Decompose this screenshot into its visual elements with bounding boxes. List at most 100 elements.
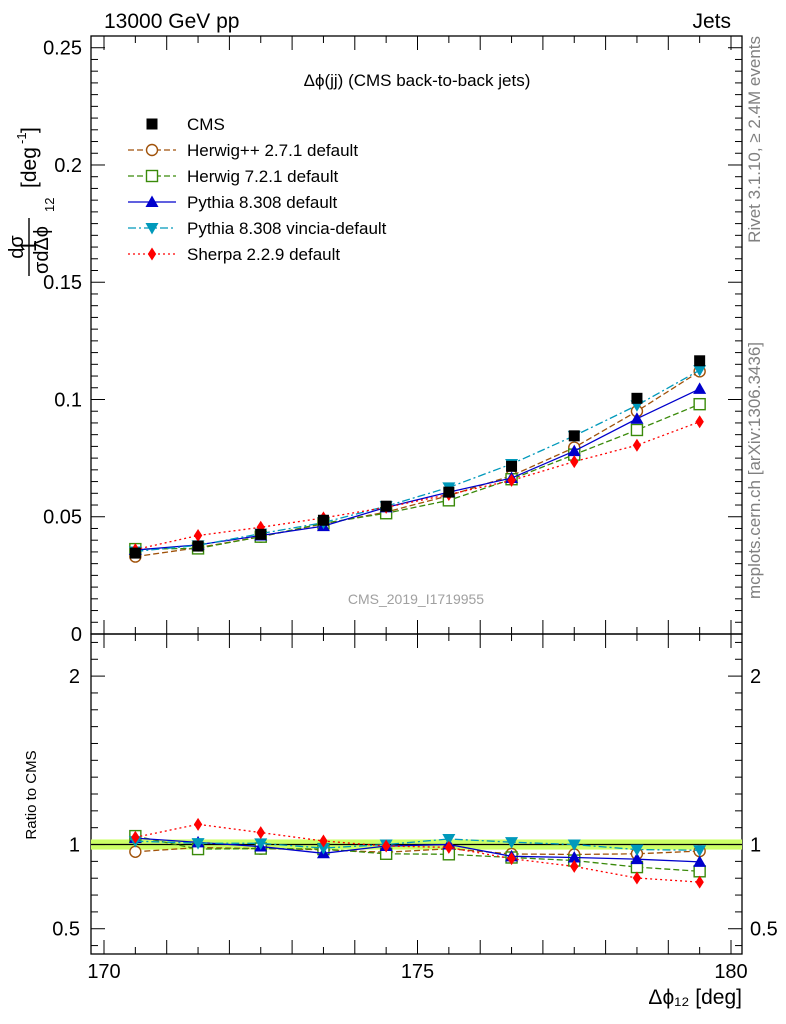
data-point bbox=[507, 473, 516, 487]
ylabel-unit: [deg bbox=[18, 147, 41, 188]
ratio-data-point bbox=[695, 875, 704, 889]
series-layer bbox=[128, 355, 707, 563]
ratio-data-point bbox=[632, 871, 642, 885]
data-point bbox=[129, 547, 141, 559]
ratio-y-tick-label: 0.5 bbox=[52, 919, 80, 941]
data-point bbox=[632, 438, 642, 452]
data-point bbox=[317, 514, 329, 526]
ratio-data-point bbox=[693, 865, 706, 878]
data-point bbox=[695, 415, 704, 429]
legend-entry: Pythia 8.308 default bbox=[128, 193, 338, 212]
ratio-y-tick-label: 2 bbox=[69, 666, 80, 688]
legend-entry: Herwig++ 2.7.1 default bbox=[128, 141, 358, 160]
legend-label: Herwig 7.2.1 default bbox=[187, 167, 338, 186]
ratio-data-point bbox=[505, 837, 519, 849]
series-line bbox=[135, 369, 700, 553]
data-point bbox=[193, 529, 203, 543]
ratio-y-tick-label: 1 bbox=[69, 835, 80, 857]
series-line bbox=[135, 403, 700, 550]
data-point bbox=[630, 412, 644, 424]
ratio-data-point bbox=[191, 838, 205, 850]
x-tick-label: 170 bbox=[87, 961, 120, 983]
ratio-series-2 bbox=[129, 829, 706, 878]
mcplots-label: mcplots.cern.ch [arXiv:1306.3436] bbox=[745, 342, 764, 599]
ratio-series-line bbox=[135, 823, 700, 883]
header-process: Jets bbox=[692, 10, 731, 33]
x-axis-label: Δϕ₁₂ [deg] bbox=[648, 986, 742, 1009]
ratio-series-line bbox=[135, 838, 700, 851]
ylabel-unit-end: ] bbox=[18, 127, 41, 133]
data-point bbox=[255, 528, 267, 540]
legend-marker bbox=[146, 118, 158, 130]
data-point bbox=[568, 430, 580, 442]
data-point bbox=[567, 444, 581, 457]
series-4 bbox=[128, 365, 707, 558]
data-point bbox=[694, 355, 706, 367]
legend-label: CMS bbox=[187, 115, 225, 134]
y-tick-label: 0.1 bbox=[54, 389, 82, 411]
data-point bbox=[192, 540, 204, 552]
legend-entry: Pythia 8.308 vincia-default bbox=[128, 219, 387, 238]
ratio-panel-frame bbox=[90, 633, 743, 955]
ratio-data-point bbox=[381, 839, 391, 853]
ratio-data-point bbox=[567, 850, 581, 863]
series-1 bbox=[129, 365, 706, 563]
legend-entry: Sherpa 2.2.9 default bbox=[128, 245, 340, 264]
ratio-data-point bbox=[630, 852, 644, 865]
ratio-data-point bbox=[256, 826, 265, 840]
series-line bbox=[135, 421, 700, 551]
data-point bbox=[693, 382, 707, 394]
data-point bbox=[693, 397, 706, 411]
ratio-data-point bbox=[442, 833, 456, 846]
chart-title: Δϕ(jj) (CMS back-to-back jets) bbox=[304, 71, 531, 90]
ratio-series-layer bbox=[128, 817, 707, 889]
ratio-y-tick-label-right: 2 bbox=[750, 666, 761, 688]
legend-marker bbox=[145, 195, 159, 207]
data-point bbox=[693, 365, 707, 377]
legend-label: Herwig++ 2.7.1 default bbox=[187, 141, 358, 160]
legend-marker bbox=[147, 247, 157, 261]
legend-marker bbox=[145, 143, 159, 157]
data-point bbox=[506, 460, 518, 472]
series-line bbox=[135, 370, 700, 558]
data-point bbox=[631, 392, 643, 404]
data-point bbox=[443, 486, 455, 498]
ratio-y-tick-label-right: 1 bbox=[750, 835, 761, 857]
ylabel-frac-num: dσ bbox=[6, 235, 28, 259]
ratio-data-point bbox=[570, 859, 579, 873]
data-point bbox=[570, 455, 579, 469]
legend-entry: Herwig 7.2.1 default bbox=[128, 167, 338, 186]
ratio-data-point bbox=[507, 852, 516, 866]
y-tick-label: 0.15 bbox=[43, 272, 82, 294]
ratio-series-line bbox=[135, 846, 700, 856]
y-tick-label: 0.25 bbox=[43, 38, 82, 60]
y-tick-label: 0.2 bbox=[54, 155, 82, 177]
ratio-series-line bbox=[135, 835, 700, 872]
legend-entry: CMS bbox=[146, 115, 225, 134]
series-5 bbox=[131, 415, 704, 557]
ratio-data-point bbox=[444, 840, 454, 854]
y-tick-label: 0 bbox=[71, 624, 82, 646]
legend: CMS Herwig++ 2.7.1 default Herwig 7.2.1 de… bbox=[128, 115, 387, 264]
legend-label: Pythia 8.308 vincia-default bbox=[187, 219, 387, 238]
data-point bbox=[630, 423, 644, 437]
x-tick-label: 180 bbox=[714, 961, 747, 983]
ratio-data-point bbox=[630, 844, 644, 857]
legend-marker bbox=[145, 169, 159, 183]
ylabel-sub: 12 bbox=[42, 198, 57, 212]
header-energy: 13000 GeV pp bbox=[104, 10, 239, 33]
y-tick-label: 0.05 bbox=[43, 507, 82, 529]
ratio-data-point bbox=[693, 855, 707, 867]
series-3 bbox=[128, 382, 707, 556]
x-tick-label: 175 bbox=[401, 961, 434, 983]
ratio-series-4 bbox=[128, 833, 707, 857]
ratio-data-point bbox=[319, 834, 328, 848]
analysis-id-label: CMS_2019_I1719955 bbox=[348, 591, 484, 607]
ratio-y-tick-label-right: 0.5 bbox=[750, 919, 778, 941]
ylabel-frac-den: σdΔϕ bbox=[31, 226, 53, 274]
ratio-data-point bbox=[193, 817, 203, 831]
ratio-data-point bbox=[567, 839, 581, 852]
ratio-y-axis-label: Ratio to CMS bbox=[23, 750, 40, 839]
